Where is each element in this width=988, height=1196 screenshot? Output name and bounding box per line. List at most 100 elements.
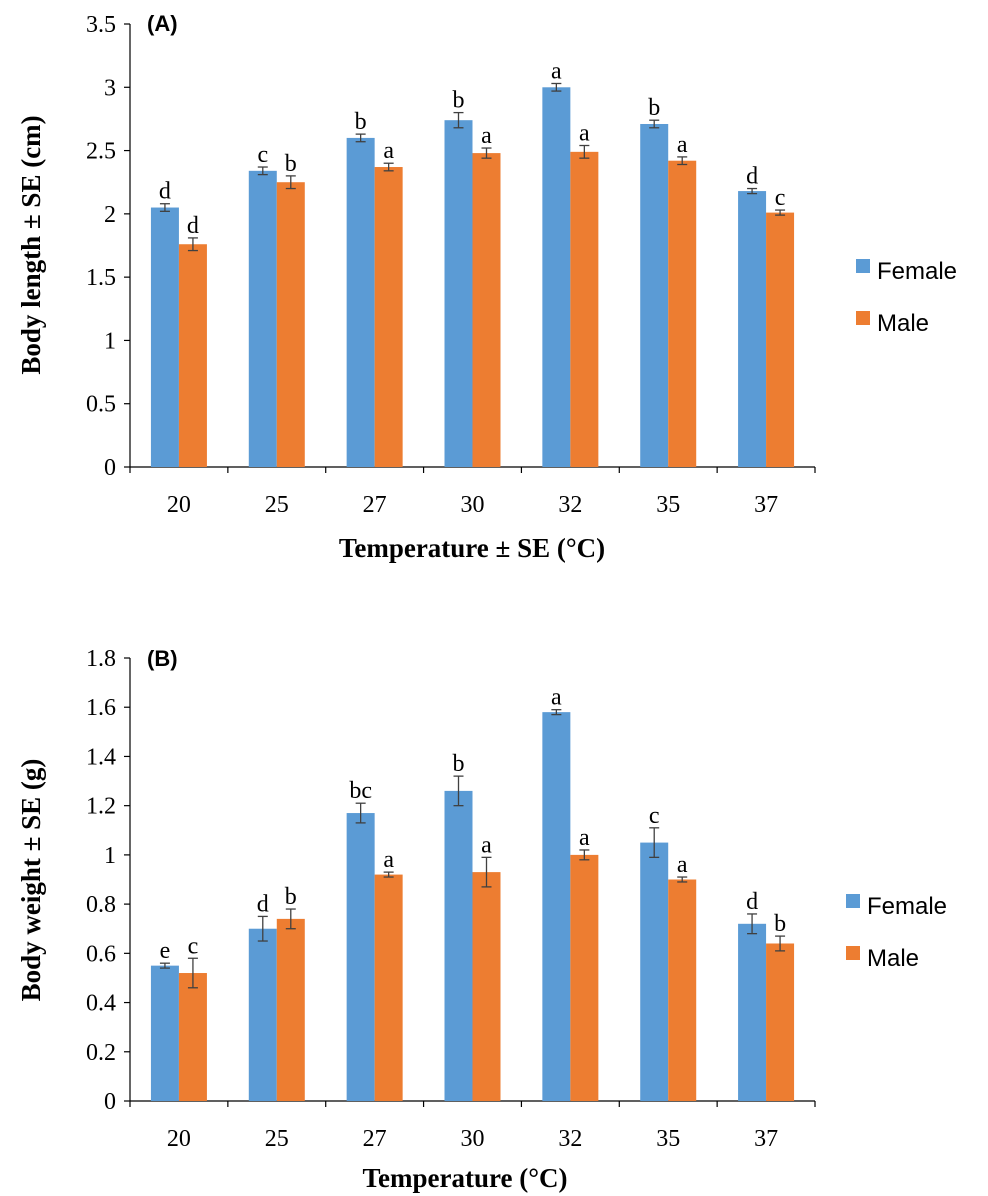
- chart-panel-b: (B) Body weight ± SE (g) Temperature (°C…: [16, 646, 947, 1193]
- bar-female: [150, 965, 179, 1101]
- bar-female: [444, 790, 473, 1101]
- bar-female: [346, 813, 375, 1101]
- significance-label: c: [257, 142, 268, 168]
- bar-female: [346, 137, 375, 467]
- x-tick-label: 35: [656, 1126, 680, 1152]
- significance-label: b: [285, 151, 297, 177]
- bar-male: [178, 973, 207, 1101]
- significance-label: a: [481, 123, 492, 149]
- significance-label: b: [285, 884, 297, 910]
- significance-label: d: [746, 889, 758, 915]
- panel-label-a: (A): [147, 11, 178, 36]
- panel-label-b: (B): [147, 646, 178, 671]
- significance-label: d: [257, 891, 269, 917]
- legend-b: Female Male: [846, 893, 947, 972]
- significance-label: a: [677, 852, 688, 878]
- bar-male: [668, 160, 697, 467]
- legend-label-male: Male: [877, 310, 929, 337]
- bar-male: [766, 943, 795, 1101]
- x-tick-label: 37: [754, 492, 778, 518]
- bar-female: [444, 120, 473, 468]
- bar-female: [640, 123, 669, 468]
- legend-swatch-male: [856, 311, 870, 325]
- legend-swatch-female: [846, 894, 860, 908]
- significance-label: d: [746, 164, 758, 190]
- significance-label: b: [453, 88, 465, 114]
- bar-male: [276, 918, 305, 1101]
- x-tick-label: 32: [558, 1126, 582, 1152]
- significance-label: a: [481, 832, 492, 858]
- x-tick-label: 37: [754, 1126, 778, 1152]
- y-tick-label: 0.2: [86, 1040, 116, 1066]
- legend-label-female: Female: [867, 893, 947, 920]
- x-tick-label: 35: [656, 492, 680, 518]
- plot-area-b: 0 0.2 0.4 0.6 0.8 1 1.2 1.4 1.6 1.8 20 25 27 30 32 35 37…: [86, 646, 816, 1152]
- bar-male: [472, 872, 501, 1101]
- bar-male: [276, 182, 305, 467]
- significance-label: c: [775, 185, 786, 211]
- y-tick-label: 3.5: [86, 12, 116, 38]
- significance-label: c: [649, 803, 660, 829]
- significance-label: b: [355, 109, 367, 135]
- bar-male: [668, 879, 697, 1101]
- x-tick-label: 25: [265, 492, 289, 518]
- y-tick-label: 1.4: [86, 744, 116, 770]
- significance-label: a: [677, 132, 688, 158]
- legend-label-male: Male: [867, 945, 919, 972]
- significance-label: a: [383, 847, 394, 873]
- x-axis-title-a: Temperature ± SE (°C): [339, 533, 605, 563]
- y-tick-label: 1.5: [86, 265, 116, 291]
- x-tick-label: 27: [363, 1126, 387, 1152]
- significance-label: d: [159, 179, 171, 205]
- y-tick-label: 1.2: [86, 794, 116, 820]
- bar-male: [374, 874, 403, 1101]
- x-tick-label: 32: [558, 492, 582, 518]
- bar-male: [766, 212, 795, 467]
- bar-female: [542, 87, 571, 468]
- significance-label: a: [551, 685, 562, 711]
- y-tick-label: 1.8: [86, 646, 116, 672]
- y-axis-title-a: Body length ± SE (cm): [16, 115, 46, 374]
- y-tick-label: 2.5: [86, 139, 116, 165]
- x-tick-label: 20: [167, 492, 191, 518]
- significance-label: a: [579, 825, 590, 851]
- x-tick-label: 25: [265, 1126, 289, 1152]
- bar-male: [374, 167, 403, 468]
- y-tick-label: 0.8: [86, 892, 116, 918]
- legend-a: Female Male: [856, 258, 957, 337]
- significance-label: e: [160, 938, 171, 964]
- significance-label: bc: [349, 778, 372, 804]
- significance-label: b: [774, 911, 786, 937]
- significance-label: b: [648, 95, 660, 121]
- legend-swatch-female: [856, 259, 870, 273]
- significance-label: a: [551, 58, 562, 84]
- bar-female: [248, 928, 277, 1101]
- bar-female: [738, 923, 767, 1101]
- bar-male: [570, 854, 599, 1101]
- x-axis-title-b: Temperature (°C): [362, 1163, 567, 1193]
- significance-label: a: [579, 121, 590, 147]
- y-axis-title-b: Body weight ± SE (g): [16, 759, 46, 1002]
- legend-swatch-male: [846, 946, 860, 960]
- x-tick-label: 30: [461, 1126, 485, 1152]
- y-tick-label: 0.4: [86, 991, 116, 1017]
- legend-label-female: Female: [877, 258, 957, 285]
- bar-male: [570, 151, 599, 467]
- bar-male: [178, 244, 207, 467]
- significance-label: d: [187, 213, 199, 239]
- x-tick-label: 30: [461, 492, 485, 518]
- y-tick-label: 1: [104, 843, 116, 869]
- bar-female: [640, 842, 669, 1101]
- significance-label: c: [188, 933, 199, 959]
- bar-female: [150, 207, 179, 467]
- y-tick-label: 0.6: [86, 941, 116, 967]
- bar-female: [248, 170, 277, 467]
- y-tick-label: 0.5: [86, 392, 116, 418]
- y-tick-label: 0: [104, 1089, 116, 1115]
- y-tick-label: 2: [104, 202, 116, 228]
- y-tick-label: 3: [104, 75, 116, 101]
- bar-male: [472, 153, 501, 468]
- bar-female: [542, 712, 571, 1101]
